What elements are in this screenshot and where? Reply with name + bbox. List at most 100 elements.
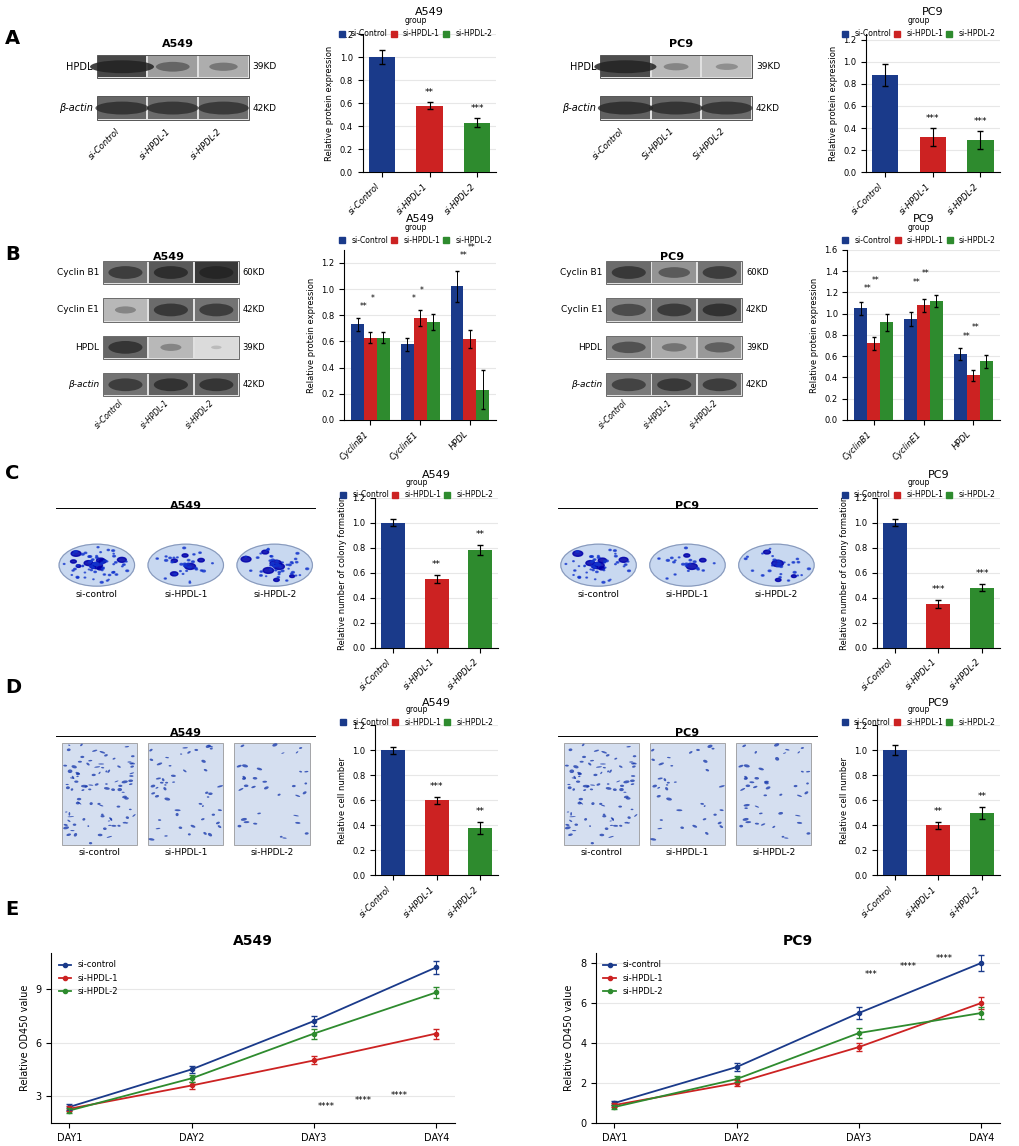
- si-HPDL-2: [430, 986, 442, 999]
- Text: HPDL: HPDL: [578, 343, 602, 352]
- Ellipse shape: [88, 788, 92, 791]
- Circle shape: [107, 549, 109, 550]
- Ellipse shape: [796, 794, 801, 796]
- Ellipse shape: [68, 813, 70, 816]
- Circle shape: [169, 557, 171, 558]
- Circle shape: [273, 579, 279, 581]
- Bar: [104, 337, 147, 358]
- Ellipse shape: [96, 102, 149, 115]
- Ellipse shape: [149, 838, 154, 841]
- Circle shape: [256, 557, 259, 558]
- Bar: [364, 338, 377, 419]
- Circle shape: [164, 559, 167, 562]
- Ellipse shape: [217, 825, 221, 829]
- Circle shape: [649, 544, 725, 586]
- Ellipse shape: [760, 823, 764, 825]
- Ellipse shape: [75, 772, 81, 775]
- Ellipse shape: [771, 826, 774, 829]
- Circle shape: [89, 556, 92, 557]
- Bar: [468, 550, 492, 647]
- Text: HPDL: HPDL: [75, 343, 99, 352]
- Circle shape: [112, 550, 114, 551]
- Ellipse shape: [206, 745, 211, 748]
- Bar: [599, 96, 751, 120]
- Text: si-Control: si-Control: [590, 127, 625, 162]
- Ellipse shape: [602, 767, 605, 769]
- Circle shape: [772, 559, 775, 560]
- Ellipse shape: [718, 785, 725, 787]
- Bar: [979, 361, 991, 419]
- Ellipse shape: [657, 777, 662, 779]
- Circle shape: [96, 563, 99, 564]
- Circle shape: [598, 558, 606, 563]
- Text: A549: A549: [169, 729, 202, 738]
- Ellipse shape: [568, 786, 571, 790]
- Ellipse shape: [754, 751, 756, 754]
- Ellipse shape: [105, 770, 107, 772]
- Circle shape: [665, 559, 668, 562]
- Ellipse shape: [63, 764, 67, 767]
- Text: D: D: [5, 678, 21, 698]
- Ellipse shape: [72, 824, 76, 826]
- Bar: [697, 337, 741, 358]
- Ellipse shape: [108, 342, 143, 354]
- Ellipse shape: [104, 754, 108, 756]
- Ellipse shape: [131, 762, 135, 764]
- Text: si-HPDL-2: si-HPDL-2: [687, 399, 719, 431]
- Ellipse shape: [763, 782, 768, 784]
- Text: PC9: PC9: [675, 501, 699, 511]
- Text: *: *: [412, 295, 416, 304]
- Circle shape: [277, 576, 279, 578]
- Ellipse shape: [695, 748, 699, 751]
- Ellipse shape: [565, 824, 569, 826]
- Ellipse shape: [656, 304, 691, 316]
- Ellipse shape: [658, 267, 689, 277]
- Ellipse shape: [702, 304, 736, 316]
- Text: si-HPDL-1: si-HPDL-1: [642, 399, 674, 431]
- Circle shape: [275, 565, 278, 566]
- Ellipse shape: [629, 761, 633, 762]
- Ellipse shape: [251, 786, 256, 788]
- Ellipse shape: [666, 756, 671, 759]
- Bar: [606, 262, 650, 283]
- Ellipse shape: [165, 782, 168, 784]
- Ellipse shape: [783, 753, 786, 754]
- Ellipse shape: [738, 764, 743, 768]
- Circle shape: [574, 570, 576, 571]
- Ellipse shape: [666, 782, 669, 784]
- Ellipse shape: [634, 814, 637, 817]
- Ellipse shape: [630, 779, 634, 782]
- Title: A549: A549: [422, 470, 450, 480]
- Ellipse shape: [294, 794, 300, 796]
- Bar: [468, 827, 492, 876]
- Bar: [426, 322, 439, 419]
- Ellipse shape: [149, 748, 153, 752]
- Bar: [866, 344, 879, 419]
- Circle shape: [171, 562, 173, 563]
- Ellipse shape: [574, 824, 578, 826]
- Ellipse shape: [743, 764, 749, 768]
- Ellipse shape: [631, 762, 634, 764]
- Circle shape: [289, 575, 294, 578]
- Ellipse shape: [129, 772, 133, 775]
- Ellipse shape: [83, 818, 86, 821]
- Ellipse shape: [107, 835, 112, 838]
- Text: **: **: [970, 323, 978, 332]
- Ellipse shape: [175, 813, 178, 816]
- Ellipse shape: [581, 744, 584, 746]
- Circle shape: [97, 564, 99, 565]
- Text: C: C: [5, 464, 19, 484]
- Ellipse shape: [89, 842, 92, 845]
- Ellipse shape: [101, 767, 104, 769]
- Bar: [649, 744, 725, 846]
- Ellipse shape: [279, 835, 282, 838]
- Circle shape: [776, 565, 779, 566]
- Ellipse shape: [745, 821, 750, 823]
- Bar: [605, 336, 742, 359]
- Circle shape: [74, 551, 77, 552]
- Ellipse shape: [704, 832, 708, 834]
- Text: si-Control: si-Control: [87, 127, 122, 162]
- Circle shape: [779, 576, 781, 578]
- Text: **: **: [871, 275, 878, 284]
- Ellipse shape: [665, 784, 667, 786]
